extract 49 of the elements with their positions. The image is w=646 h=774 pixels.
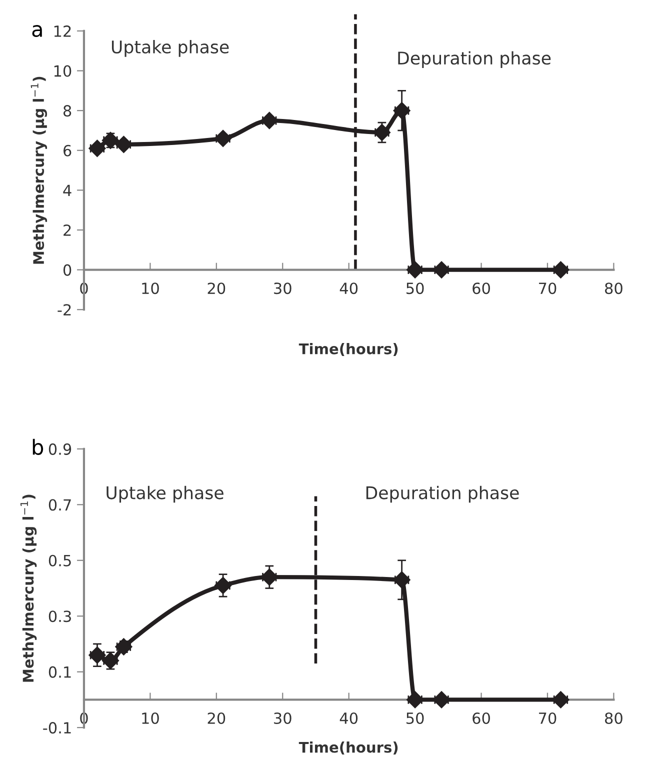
annotation: Uptake phase [112, 40, 229, 57]
y-tick-label: -0.1 [43, 722, 71, 734]
x-tick-label: 60 [472, 712, 490, 724]
x-tick-label: 30 [274, 282, 292, 294]
y-tick-label: 6 [64, 144, 72, 156]
y-tick-label: 12 [54, 25, 71, 37]
y-tick-label: 0.9 [48, 443, 72, 455]
x-tick-label: 20 [208, 282, 226, 294]
x-tick-label: 10 [142, 282, 159, 294]
point [88, 646, 106, 664]
point [214, 576, 232, 594]
x-tick-label: 40 [340, 282, 358, 294]
x-tick-label: 70 [539, 282, 556, 294]
point [102, 132, 120, 149]
x-tick-label: 40 [340, 712, 358, 724]
y-tick-label: -2 [58, 304, 71, 316]
x-axis-title: Time(hours) [298, 343, 398, 356]
y-tick-label: 4 [63, 184, 72, 196]
point [102, 652, 120, 670]
point [373, 124, 390, 142]
x-tick-label: 70 [539, 712, 556, 724]
point [393, 102, 410, 120]
x-tick-label: 10 [142, 712, 159, 724]
y-tick-label: 0.1 [48, 666, 71, 678]
y-axis-title: Methylmercury (µg l$^{−1}$) [30, 76, 48, 264]
x-tick-label: 80 [605, 712, 622, 724]
point [214, 130, 232, 147]
annotation: Uptake phase [106, 486, 224, 503]
x-tick-label: 80 [605, 282, 622, 294]
chart-title: b [32, 438, 44, 455]
x-tick-label: 50 [406, 282, 424, 294]
x-tick-label: 60 [472, 282, 490, 294]
x-tick-label: 50 [406, 712, 424, 724]
y-tick-label: 10 [54, 65, 72, 77]
y-tick-label: 0.3 [48, 610, 71, 622]
y-tick-label: 0.7 [48, 499, 71, 511]
chart-title: a [32, 25, 42, 38]
x-tick-label: 30 [274, 712, 292, 724]
point [88, 140, 106, 157]
x-tick-label: 20 [208, 712, 226, 724]
annotation: Depuration phase [398, 51, 551, 68]
y-tick-label: 8 [63, 105, 72, 117]
y-tick-label: 0.5 [48, 554, 71, 566]
point [115, 638, 132, 656]
y-axis-title: Methylmercury (µg l$^{−1}$) [20, 494, 37, 682]
annotation: Depuration phase [366, 486, 519, 503]
x-axis-title: Time(hours) [298, 741, 398, 754]
y-tick-label: 0 [63, 264, 72, 276]
y-tick-label: 2 [64, 224, 71, 236]
